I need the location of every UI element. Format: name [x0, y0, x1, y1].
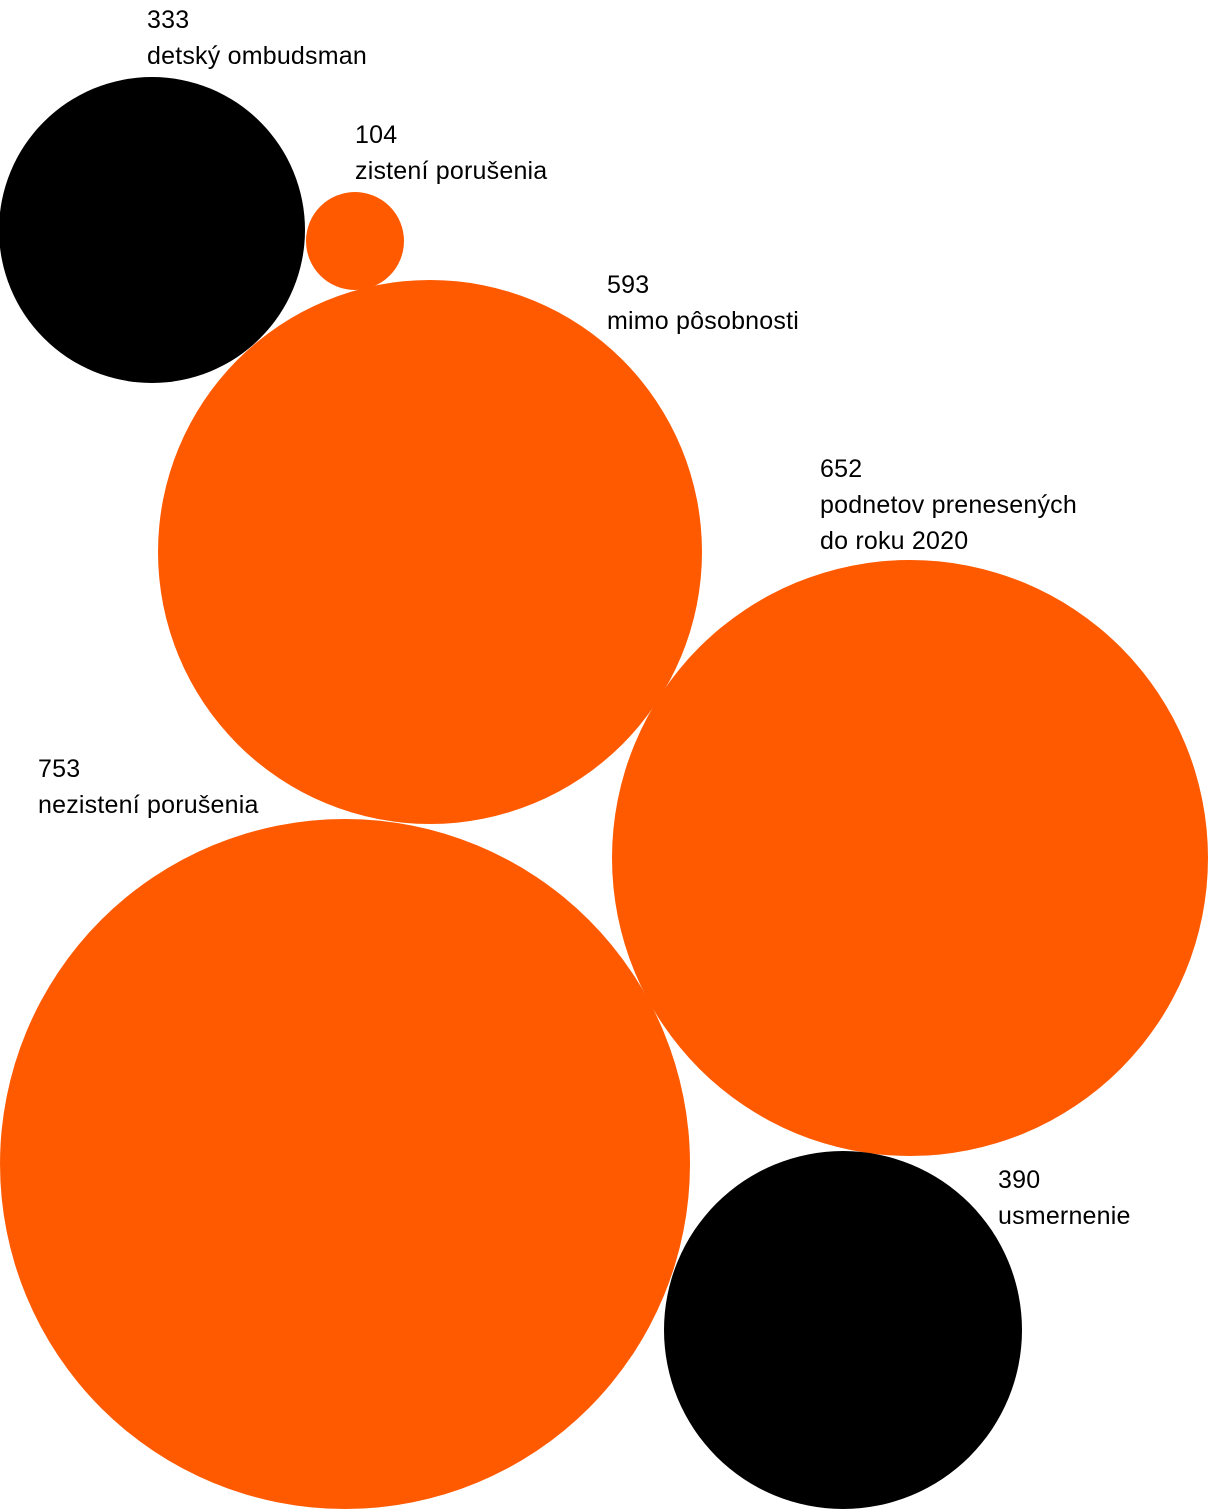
bubble-detsky-ombudsman [0, 77, 305, 383]
bubble-category: detský ombudsman [147, 42, 367, 70]
bubble-value: 652 [820, 455, 863, 483]
bubble-label-podnetov-prenesenych: 652 podnetov prenesených do roku 2020 [820, 451, 1077, 559]
bubble-label-nezisteni-porusenia: 753 nezistení porušenia [38, 751, 259, 823]
bubble-value: 104 [355, 121, 398, 149]
bubble-value: 390 [998, 1166, 1041, 1194]
bubble-mimo-posobnosti [158, 280, 702, 824]
bubble-category: do roku 2020 [820, 527, 969, 555]
bubble-label-zisteni-porusenia: 104 zistení porušenia [355, 117, 547, 189]
bubble-nezisteni-porusenia [0, 819, 690, 1509]
bubble-value: 753 [38, 755, 81, 783]
bubble-category: zistení porušenia [355, 157, 548, 185]
bubble-category: podnetov prenesených [820, 491, 1077, 519]
bubble-category: mimo pôsobnosti [607, 307, 799, 335]
bubble-usmernenie [664, 1151, 1022, 1509]
bubble-category: nezistení porušenia [38, 791, 259, 819]
bubble-zisteni-porusenia [306, 192, 404, 290]
bubble-podnetov-prenesenych [612, 560, 1208, 1156]
bubble-label-usmernenie: 390 usmernenie [998, 1162, 1131, 1234]
bubble-label-detsky-ombudsman: 333 detský ombudsman [147, 2, 367, 74]
bubble-value: 333 [147, 6, 190, 34]
bubble-value: 593 [607, 271, 650, 299]
bubble-label-mimo-posobnosti: 593 mimo pôsobnosti [607, 267, 799, 339]
bubble-category: usmernenie [998, 1202, 1131, 1230]
